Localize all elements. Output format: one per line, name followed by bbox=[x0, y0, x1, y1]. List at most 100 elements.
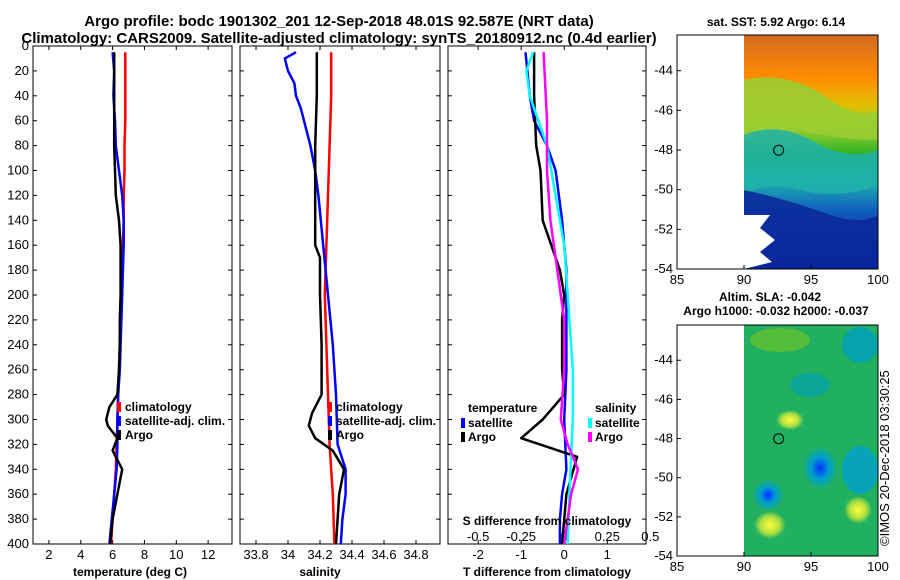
legend-label-climatology: climatology bbox=[125, 400, 192, 414]
x-top-tick-label: -0.25 bbox=[506, 529, 536, 544]
difference-lines bbox=[519, 51, 580, 544]
map-x-tick-label: 85 bbox=[670, 559, 684, 574]
sst-map-gaps bbox=[744, 215, 775, 269]
sla-map-subtitle: Argo h1000: -0.032 h2000: -0.037 bbox=[683, 304, 869, 318]
y-tick-label: 300 bbox=[7, 412, 29, 427]
y-tick-label: 200 bbox=[7, 287, 29, 302]
series-line-argo bbox=[104, 52, 124, 544]
x-tick-label: 10 bbox=[169, 547, 183, 562]
map-y-tick-label: -44 bbox=[654, 352, 673, 367]
x-top-tick-label: 0.5 bbox=[641, 529, 659, 544]
legend-swatch-s-argo bbox=[588, 432, 592, 442]
series-line-s-satellite bbox=[525, 51, 575, 544]
sla-map-blob bbox=[752, 479, 784, 511]
sla-map-argo-marker bbox=[773, 433, 785, 445]
difference-legend-temperature: temperature satellite Argo bbox=[461, 401, 538, 444]
map-y-tick-label: -50 bbox=[654, 182, 673, 197]
salinity-lines bbox=[283, 51, 347, 544]
legend-label-s-argo: Argo bbox=[595, 430, 623, 444]
sla-map-blob bbox=[790, 373, 830, 397]
temperature-xlabel: temperature (deg C) bbox=[73, 565, 187, 579]
y-tick-label: 40 bbox=[15, 88, 29, 103]
salinity-panel-ticks: 33.8 34 34.2 34.4 34.6 34.8 bbox=[240, 45, 440, 562]
y-tick-label: 340 bbox=[7, 461, 29, 476]
map-y-tick-label: -52 bbox=[654, 221, 673, 236]
sla-map-frame bbox=[676, 324, 879, 557]
legend-swatch-satellite bbox=[328, 416, 332, 426]
x-tick-label: 34.2 bbox=[307, 547, 332, 562]
legend-swatch-climatology bbox=[117, 402, 121, 412]
sla-map-blob bbox=[842, 446, 878, 494]
legend-swatch-argo bbox=[117, 430, 121, 440]
temperature-legend: climatology satellite-adj. clim. Argo bbox=[117, 400, 225, 442]
legend-swatch-t-satellite bbox=[461, 418, 465, 428]
x-tick-label: 2 bbox=[45, 547, 52, 562]
difference-legend-salinity: salinity satellite Argo bbox=[588, 401, 640, 444]
y-tick-label: 400 bbox=[7, 536, 29, 551]
y-tick-label: 320 bbox=[7, 436, 29, 451]
x-tick-label: 6 bbox=[109, 547, 116, 562]
legend-label-s-satellite: satellite bbox=[595, 416, 640, 430]
y-tick-label: 160 bbox=[7, 237, 29, 252]
x-tick-label: 1 bbox=[604, 547, 611, 562]
y-tick-label: 80 bbox=[15, 138, 29, 153]
series-line-t-argo bbox=[519, 52, 579, 544]
y-tick-label: 220 bbox=[7, 312, 29, 327]
salinity-xlabel: salinity bbox=[299, 565, 341, 579]
difference-panel-ticks: -2 -1 0 1-0.5 -0.25 0 0.25 0.5 bbox=[448, 45, 659, 562]
sla-map-blob bbox=[754, 511, 786, 539]
map-y-tick-label: -46 bbox=[654, 391, 673, 406]
map-y-tick-label: -54 bbox=[654, 548, 673, 563]
x-tick-label: -2 bbox=[472, 547, 484, 562]
x-tick-label: 12 bbox=[201, 547, 215, 562]
series-line-satellite-adj-clim- bbox=[283, 51, 347, 544]
series-line-argo bbox=[307, 52, 346, 544]
x-tick-label: 34.4 bbox=[339, 547, 364, 562]
map-y-tick-label: -46 bbox=[654, 102, 673, 117]
sla-map-blob bbox=[750, 328, 810, 352]
difference-xlabel-top: S difference from climatology bbox=[463, 514, 632, 528]
legend-swatch-s-satellite bbox=[588, 418, 592, 428]
temperature-panel-ticks: 0 20 40 60 80 100 120 140 160 180 200 220 240 260 280 3… bbox=[7, 38, 232, 562]
sla-map: Altim. SLA: -0.042 Argo h1000: -0.032 h2… bbox=[654, 290, 889, 574]
temperature-panel-frame bbox=[32, 45, 233, 545]
x-tick-label: 34.8 bbox=[403, 547, 428, 562]
y-tick-label: 260 bbox=[7, 362, 29, 377]
title-line-1: Argo profile: bodc 1901302_201 12-Sep-20… bbox=[84, 13, 593, 30]
temperature-lines bbox=[104, 52, 127, 544]
sst-map-frame bbox=[676, 34, 879, 270]
x-top-tick-label: 0.25 bbox=[595, 529, 620, 544]
legend-label-t-satellite: satellite bbox=[468, 416, 513, 430]
legend-swatch-climatology bbox=[328, 402, 332, 412]
map-x-tick-label: 85 bbox=[670, 272, 684, 287]
legend-title-temperature: temperature bbox=[468, 401, 538, 415]
y-tick-label: 360 bbox=[7, 486, 29, 501]
x-tick-label: 0 bbox=[561, 547, 568, 562]
difference-xlabel: T difference from climatology bbox=[463, 565, 631, 579]
map-x-tick-label: 95 bbox=[804, 272, 818, 287]
legend-label-argo: Argo bbox=[336, 428, 364, 442]
y-tick-label: 60 bbox=[15, 113, 29, 128]
sla-map-blob bbox=[842, 327, 878, 363]
y-tick-label: 240 bbox=[7, 337, 29, 352]
sla-map-blob bbox=[844, 496, 872, 524]
y-tick-label: 380 bbox=[7, 511, 29, 526]
y-tick-label: 180 bbox=[7, 262, 29, 277]
x-tick-label: 8 bbox=[141, 547, 148, 562]
legend-label-climatology: climatology bbox=[336, 400, 403, 414]
x-tick-label: 34.6 bbox=[371, 547, 396, 562]
x-tick-label: -1 bbox=[515, 547, 527, 562]
series-line-climatology bbox=[323, 52, 336, 544]
salinity-panel-frame bbox=[239, 45, 441, 545]
y-tick-label: 100 bbox=[7, 163, 29, 178]
y-tick-label: 140 bbox=[7, 212, 29, 227]
series-line-s-argo bbox=[542, 52, 580, 544]
map-x-tick-label: 90 bbox=[737, 559, 751, 574]
sla-map-title: Altim. SLA: -0.042 bbox=[719, 290, 821, 304]
legend-label-satellite: satellite-adj. clim. bbox=[125, 414, 225, 428]
watermark: ©IMOS 20-Dec-2018 03:30:25 bbox=[877, 370, 892, 546]
sla-map-ticks: 85 90 95 100 -54 -52 -50 -48 -46 -44 bbox=[654, 352, 889, 574]
map-y-tick-label: -54 bbox=[654, 261, 673, 276]
legend-swatch-t-argo bbox=[461, 432, 465, 442]
